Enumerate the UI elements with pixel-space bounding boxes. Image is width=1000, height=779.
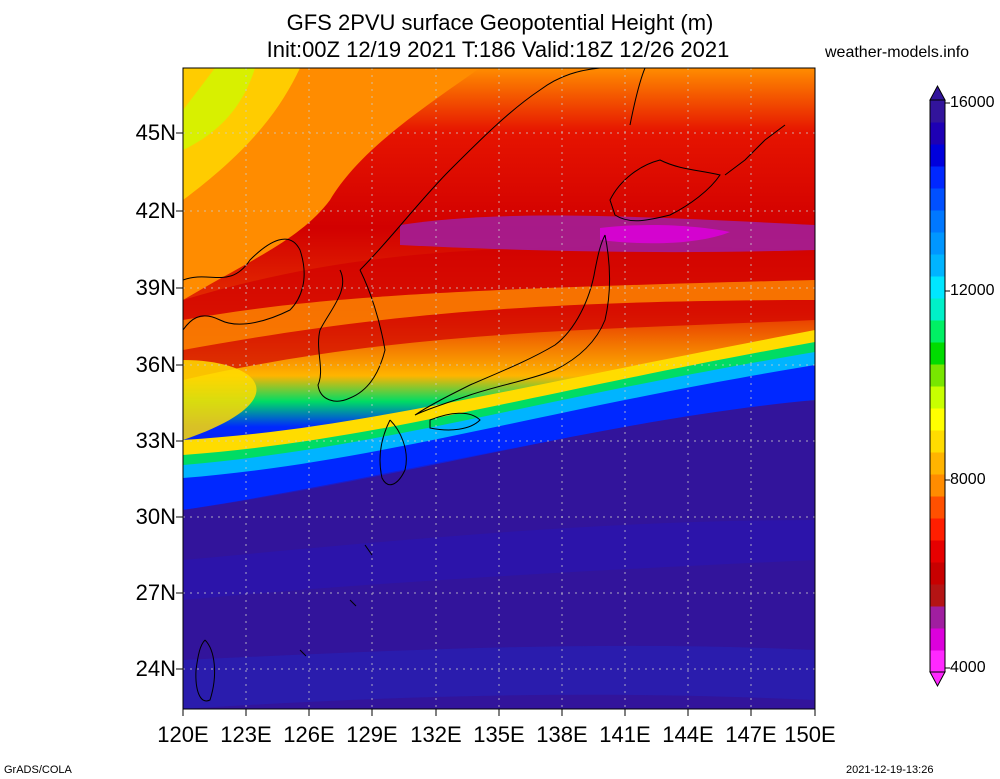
colorbar-segment (930, 430, 945, 453)
lat-label-33n: 33N (135, 428, 176, 453)
colorbar-label-8000: 8000 (950, 471, 986, 488)
footer-software: GrADS/COLA (4, 764, 72, 776)
colorbar-segment (930, 540, 945, 563)
lat-label-24n: 24N (135, 656, 176, 681)
lon-label-123e: 123E (220, 722, 272, 747)
colorbar-segment (930, 518, 945, 541)
lon-label-138e: 138E (536, 722, 588, 747)
geopotential-field (183, 68, 815, 709)
lon-label-147e: 147E (725, 722, 777, 747)
chart-title: GFS 2PVU surface Geopotential Height (m) (286, 10, 714, 35)
lon-label-129e: 129E (346, 722, 398, 747)
colorbar-segment (930, 276, 945, 299)
colorbar-segment (930, 628, 945, 651)
lat-label-27n: 27N (135, 580, 176, 605)
coastlines (183, 68, 786, 702)
lon-label-150e: 150E (784, 722, 836, 747)
colorbar-segment (930, 232, 945, 255)
colorbar-segment (930, 210, 945, 233)
lat-label-30n: 30N (135, 504, 176, 529)
source-credit: weather-models.info (825, 44, 970, 61)
chart-subtitle: Init:00Z 12/19 2021 T:186 Valid:18Z 12/2… (266, 37, 730, 62)
colorbar-segment (930, 386, 945, 409)
colorbar-segment (930, 254, 945, 277)
colorbar-segment (930, 562, 945, 585)
lon-label-132e: 132E (410, 722, 462, 747)
colorbar-segment (930, 320, 945, 343)
colorbar-segment (930, 100, 945, 123)
colorbar-segment (930, 188, 945, 211)
lon-label-144e: 144E (662, 722, 714, 747)
colorbar-frame (929, 99, 946, 673)
colorbar-label-12000: 12000 (950, 282, 995, 299)
colorbar-segment (930, 452, 945, 475)
lon-label-126e: 126E (283, 722, 335, 747)
colorbar-segment (930, 650, 945, 673)
lon-label-135e: 135E (473, 722, 525, 747)
colorbar-segment (930, 606, 945, 629)
colorbar-label-4000: 4000 (950, 659, 986, 676)
lon-label-141e: 141E (599, 722, 651, 747)
lon-label-120e: 120E (157, 722, 209, 747)
lat-label-45n: 45N (135, 120, 176, 145)
colorbar-min-arrow (929, 671, 946, 688)
colorbar-segment (930, 496, 945, 519)
colorbar-segment (930, 408, 945, 431)
colorbar-segment (930, 474, 945, 497)
colorbar-segment (930, 144, 945, 167)
lat-label-36n: 36N (135, 352, 176, 377)
colorbar-segment (930, 166, 945, 189)
graticule (183, 68, 815, 709)
colorbar (929, 84, 946, 688)
footer-timestamp: 2021-12-19-13:26 (846, 764, 934, 776)
lat-label-39n: 39N (135, 275, 176, 300)
colorbar-segment (930, 298, 945, 321)
lat-label-42n: 42N (135, 198, 176, 223)
colorbar-segment (930, 342, 945, 365)
colorbar-segment (930, 364, 945, 387)
colorbar-segment (930, 122, 945, 145)
colorbar-max-arrow (929, 84, 946, 101)
colorbar-segment (930, 584, 945, 607)
colorbar-label-16000: 16000 (950, 94, 995, 111)
